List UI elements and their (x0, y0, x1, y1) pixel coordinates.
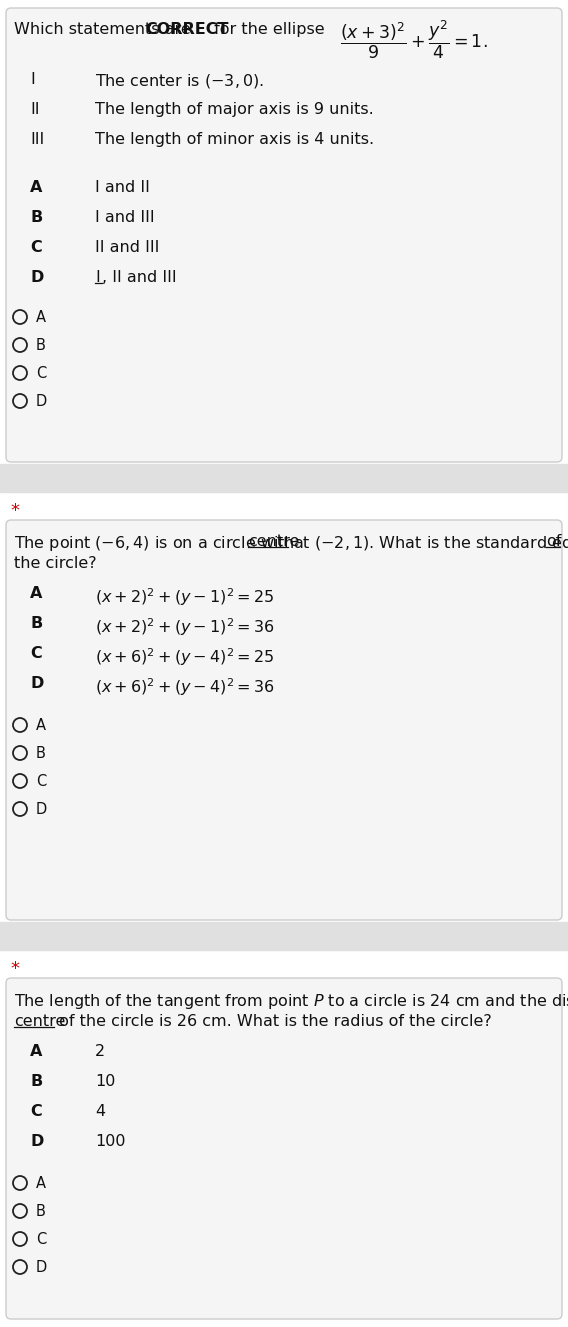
Text: C: C (36, 1231, 46, 1247)
Text: The length of major axis is 9 units.: The length of major axis is 9 units. (95, 102, 374, 117)
Text: The length of the tangent from point $P$ to a circle is 24 cm and the distance o: The length of the tangent from point $P$… (14, 993, 568, 1011)
Text: D: D (30, 1135, 43, 1149)
Text: D: D (30, 269, 43, 285)
Text: $\dfrac{(x+3)^{2}}{9}+\dfrac{y^{2}}{4}=1.$: $\dfrac{(x+3)^{2}}{9}+\dfrac{y^{2}}{4}=1… (340, 19, 488, 61)
Text: B: B (36, 338, 46, 353)
Text: II and III: II and III (95, 240, 160, 255)
Text: I: I (30, 72, 35, 88)
Text: $(x+2)^{2}+(y-1)^{2}=36$: $(x+2)^{2}+(y-1)^{2}=36$ (95, 616, 274, 638)
Text: B: B (30, 210, 42, 226)
Text: 10: 10 (95, 1074, 115, 1089)
Text: 2: 2 (95, 1044, 105, 1059)
Text: the circle?: the circle? (14, 556, 97, 571)
Text: A: A (30, 587, 43, 601)
Text: $(x+6)^{2}+(y-4)^{2}=25$: $(x+6)^{2}+(y-4)^{2}=25$ (95, 646, 274, 667)
Text: $(x+6)^{2}+(y-4)^{2}=36$: $(x+6)^{2}+(y-4)^{2}=36$ (95, 675, 274, 698)
FancyBboxPatch shape (6, 8, 562, 462)
Text: A: A (36, 1176, 46, 1192)
Text: at $(-2,1)$. What is the standard equation: at $(-2,1)$. What is the standard equati… (288, 533, 568, 553)
Text: A: A (30, 1044, 43, 1059)
Text: The center is $(-3,0)$.: The center is $(-3,0)$. (95, 72, 264, 90)
Text: of: of (546, 533, 561, 549)
Text: The point $(-6,4)$ is on a circle with: The point $(-6,4)$ is on a circle with (14, 533, 296, 553)
Text: $(x+2)^{2}+(y-1)^{2}=25$: $(x+2)^{2}+(y-1)^{2}=25$ (95, 587, 274, 608)
Text: of the circle is 26 cm. What is the radius of the circle?: of the circle is 26 cm. What is the radi… (54, 1014, 492, 1028)
Text: *: * (10, 959, 19, 978)
Text: C: C (30, 240, 42, 255)
Bar (0, 922, 568, 950)
Text: I and II: I and II (95, 180, 150, 195)
Text: I and III: I and III (95, 210, 154, 226)
Text: for the ellipse: for the ellipse (209, 23, 325, 37)
Text: D: D (36, 394, 47, 409)
Text: The length of minor axis is 4 units.: The length of minor axis is 4 units. (95, 131, 374, 147)
Text: 4: 4 (95, 1104, 105, 1119)
Text: D: D (36, 802, 47, 817)
Text: II: II (30, 102, 40, 117)
Text: D: D (30, 675, 43, 691)
Text: centre: centre (248, 533, 299, 549)
Text: C: C (36, 366, 46, 381)
Text: I: I (95, 269, 100, 285)
Text: *: * (10, 502, 19, 520)
Text: C: C (36, 774, 46, 790)
Text: A: A (36, 311, 46, 325)
FancyBboxPatch shape (6, 978, 562, 1319)
Text: CORRECT: CORRECT (145, 23, 228, 37)
Text: B: B (30, 1074, 42, 1089)
Text: B: B (36, 746, 46, 760)
Text: A: A (30, 180, 43, 195)
Text: centre: centre (14, 1014, 65, 1028)
Bar (0, 464, 568, 492)
Text: C: C (30, 646, 42, 661)
Text: A: A (36, 718, 46, 733)
Text: , II and III: , II and III (102, 269, 177, 285)
Text: III: III (30, 131, 44, 147)
Text: B: B (36, 1204, 46, 1220)
Text: D: D (36, 1261, 47, 1275)
Text: Which statements are: Which statements are (14, 23, 196, 37)
Text: C: C (30, 1104, 42, 1119)
Text: B: B (30, 616, 42, 632)
FancyBboxPatch shape (6, 520, 562, 920)
Text: 100: 100 (95, 1135, 126, 1149)
